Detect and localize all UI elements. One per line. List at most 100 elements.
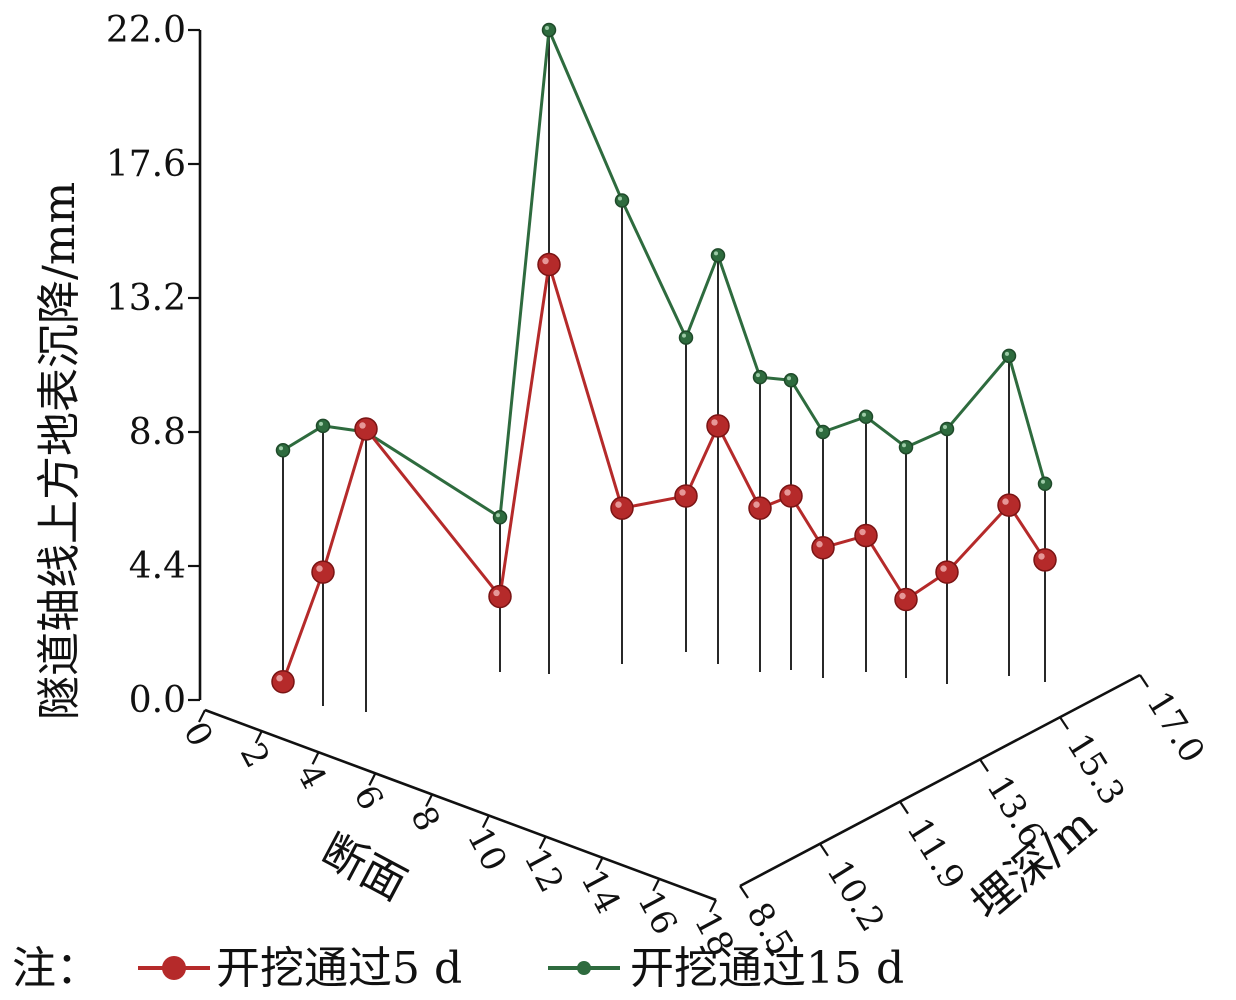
x-tick-label: 2 — [232, 737, 277, 775]
z-tick — [819, 843, 829, 857]
series-2-point — [710, 248, 726, 263]
legend-label-series-1: 开挖通过5 d — [216, 943, 462, 994]
series-1-point-highlight — [940, 565, 947, 572]
series-2-point — [783, 372, 799, 388]
series-2-point-highlight — [682, 333, 686, 338]
series-1-point-highlight — [493, 589, 500, 597]
x-tick-label: 10 — [459, 821, 515, 878]
y-tick-label: 17.6 — [106, 144, 186, 185]
series-1-point — [537, 252, 561, 277]
series-2-point — [614, 193, 630, 208]
series-1-point — [706, 414, 730, 438]
y-tick-label: 8.8 — [129, 412, 186, 453]
x-tick — [652, 878, 661, 892]
series-2-point-highlight — [319, 421, 323, 426]
series-2-point — [939, 421, 955, 437]
series-2-point-highlight — [862, 412, 866, 417]
series-1-point — [1033, 548, 1057, 572]
series-1-point-highlight — [359, 422, 366, 429]
legend-prefix: 注： — [12, 943, 100, 994]
series-2-point — [815, 424, 831, 440]
series-1-point-highlight — [859, 528, 866, 536]
series-2-point-highlight — [943, 424, 947, 429]
series-2-point-highlight — [545, 26, 549, 30]
x-tick — [595, 857, 604, 871]
x-tick — [425, 793, 434, 807]
legend-label-series-2: 开挖通过15 d — [630, 943, 904, 994]
series-1-point-highlight — [615, 501, 622, 508]
series-1-point-highlight — [1002, 498, 1009, 505]
series-2-point-highlight — [819, 428, 823, 432]
series-1-point — [271, 669, 295, 694]
series-2-point-highlight — [1041, 479, 1045, 484]
series-2-point — [858, 409, 874, 425]
series-line-1 — [281, 263, 1047, 683]
z-tick-label: 10.2 — [818, 853, 892, 938]
series-2-point — [315, 418, 331, 434]
drop-lines — [282, 30, 1046, 712]
series-1-point-highlight — [753, 501, 760, 508]
z-tick-label: 17.0 — [1138, 685, 1212, 770]
x-tick — [481, 815, 490, 829]
series-2-point-highlight — [714, 251, 718, 256]
series-2-point — [275, 443, 291, 458]
x-tick — [254, 730, 263, 744]
z-tick — [1139, 674, 1149, 688]
z-axis-line — [739, 673, 1141, 888]
series-2-point-highlight — [756, 373, 760, 378]
series-1-point-highlight — [316, 565, 323, 572]
x-tick-label: 12 — [516, 842, 572, 899]
series-2-point-highlight — [279, 446, 283, 451]
series-1-point — [854, 523, 878, 548]
series-1-point — [674, 484, 698, 508]
series-2-point-highlight — [618, 196, 622, 201]
y-axis-title: 隧道轴线上方地表沉降/mm — [34, 182, 85, 720]
x-tick-label: 6 — [345, 779, 390, 817]
legend-marker-series-2 — [577, 961, 591, 975]
y-tick-label: 0.0 — [129, 680, 186, 721]
series-2-point — [492, 510, 508, 525]
z-tick-label: 15.3 — [1058, 727, 1132, 812]
series-2-point — [898, 439, 914, 455]
x-tick-label: 8 — [402, 800, 447, 838]
z-tick — [739, 885, 749, 899]
series-1-point-highlight — [276, 675, 283, 682]
series-2-point — [541, 22, 557, 38]
x-tick-label: 16 — [629, 884, 685, 941]
y-tick-label: 22.0 — [106, 10, 186, 51]
z-tick — [899, 800, 909, 815]
series-1-point — [311, 560, 335, 584]
x-tick — [538, 836, 547, 850]
series-group — [271, 22, 1057, 694]
series-line-2 — [282, 28, 1047, 519]
series-2-point-highlight — [496, 513, 500, 518]
series-2-point-highlight — [787, 376, 791, 381]
x-tick — [709, 899, 717, 913]
x-tick — [198, 709, 206, 723]
z-tick — [979, 758, 989, 773]
series-1-point-highlight — [899, 592, 906, 600]
series-1-point-highlight — [679, 489, 686, 496]
series-2-point — [678, 330, 694, 345]
series-2-point — [1037, 476, 1053, 492]
series-1-point — [935, 560, 959, 584]
y-tick-label: 13.2 — [106, 278, 186, 319]
axes — [188, 28, 1149, 913]
z-tick — [1059, 716, 1069, 730]
x-axis-line — [204, 708, 717, 902]
series-2-point-highlight — [902, 443, 906, 448]
legend-marker-series-1 — [162, 956, 186, 980]
series-1-point — [354, 417, 378, 441]
series-1-point-highlight — [711, 419, 718, 426]
series-1-point-highlight — [784, 489, 791, 496]
series-1-point-highlight — [542, 257, 549, 265]
x-tick-label: 4 — [289, 758, 334, 796]
series-2-point — [1001, 348, 1017, 364]
x-tick — [368, 772, 377, 786]
series-2-point — [752, 369, 768, 385]
series-1-point-highlight — [1038, 553, 1045, 560]
z-tick-label: 11.9 — [898, 811, 972, 896]
series-1-point-highlight — [816, 541, 823, 548]
series-1-point — [748, 496, 772, 520]
